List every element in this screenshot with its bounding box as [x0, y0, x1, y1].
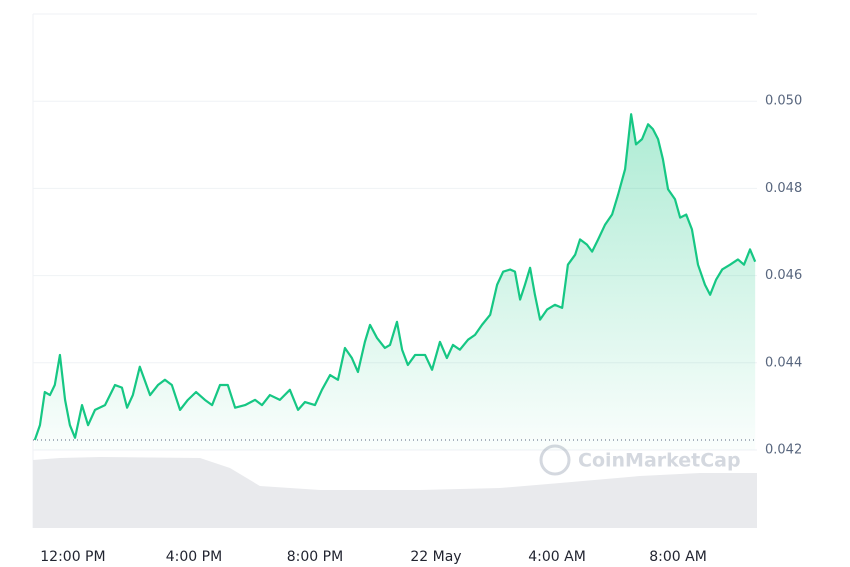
- watermark-text: CoinMarketCap: [578, 450, 741, 472]
- y-tick-label: 0.042: [765, 443, 802, 458]
- y-tick-label: 0.050: [765, 94, 802, 109]
- volume-area: [33, 457, 757, 528]
- x-tick-label: 8:00 AM: [649, 549, 707, 565]
- y-tick-label: 0.046: [765, 268, 802, 283]
- watermark-logo: [539, 444, 571, 476]
- x-tick-label: 4:00 AM: [528, 549, 586, 565]
- y-tick-label: 0.048: [765, 181, 802, 196]
- x-tick-label: 8:00 PM: [287, 549, 343, 565]
- y-tick-label: 0.044: [765, 355, 802, 370]
- watermark: CoinMarketCap: [539, 444, 741, 476]
- x-tick-label: 12:00 PM: [40, 549, 105, 565]
- price-line: [33, 113, 757, 441]
- x-tick-label: 4:00 PM: [166, 549, 222, 565]
- x-tick-label: 22 May: [410, 549, 461, 565]
- price-area: [34, 114, 756, 450]
